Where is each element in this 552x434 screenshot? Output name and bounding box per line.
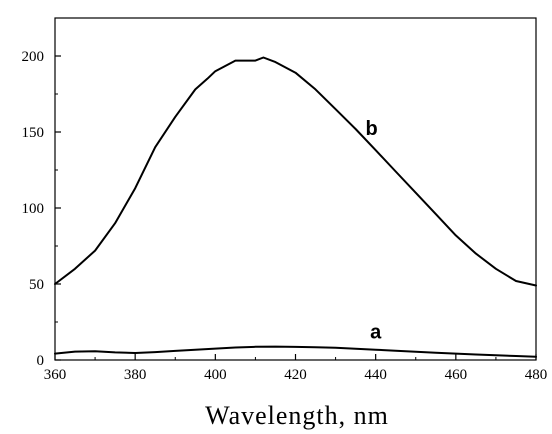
series-line-b bbox=[54, 56, 537, 287]
x-tick-label: 460 bbox=[445, 367, 468, 383]
series-layer bbox=[54, 56, 537, 358]
axes-layer bbox=[54, 17, 537, 361]
ticks-layer bbox=[54, 17, 537, 361]
y-tick-label: 200 bbox=[22, 49, 45, 65]
x-tick-label: 360 bbox=[44, 367, 67, 383]
x-tick-label: 380 bbox=[124, 367, 147, 383]
plot-frame bbox=[54, 17, 537, 361]
x-tick-label: 420 bbox=[284, 367, 307, 383]
y-tick-label: 50 bbox=[29, 277, 44, 293]
series-label-a: a bbox=[370, 322, 382, 344]
y-tick-label: 150 bbox=[22, 125, 45, 141]
x-axis-title: Wavelength, nm bbox=[205, 401, 389, 430]
labels-layer: 360 380 400 420 440 460 480 0 50 100 150 200 b a bbox=[22, 49, 548, 383]
x-tick-label: 480 bbox=[525, 367, 548, 383]
x-tick-label: 440 bbox=[364, 367, 387, 383]
y-tick-label: 100 bbox=[22, 201, 45, 217]
series-label-b: b bbox=[366, 118, 378, 140]
x-tick-label: 400 bbox=[204, 367, 227, 383]
y-tick-label: 0 bbox=[37, 353, 45, 369]
series-line-a bbox=[54, 345, 537, 358]
